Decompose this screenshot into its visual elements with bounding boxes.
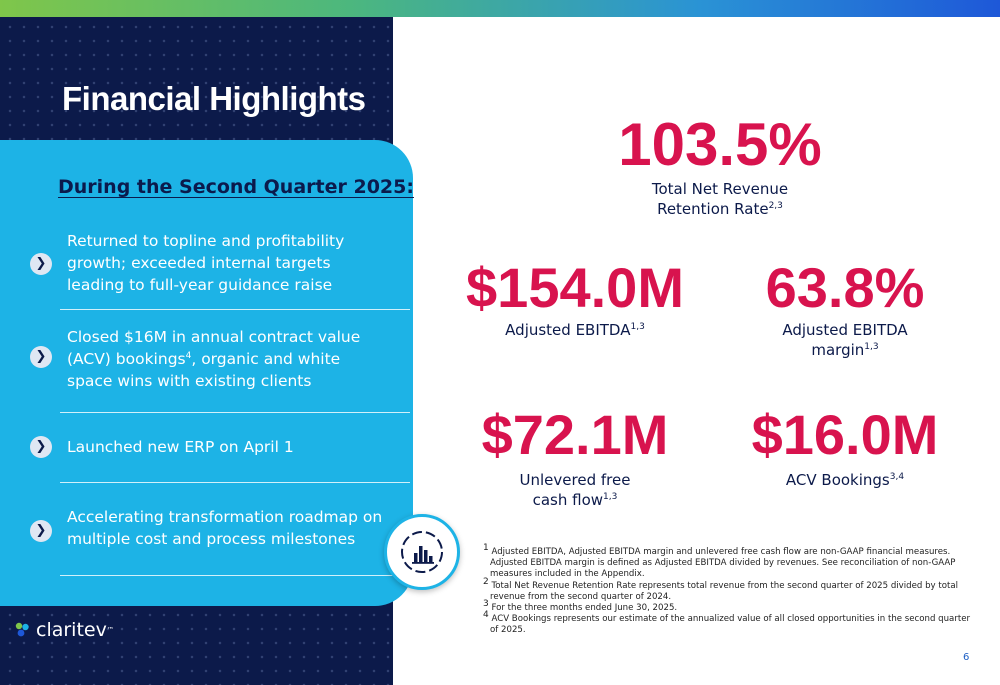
metric-acv-label: ACV Bookings3,4: [765, 470, 925, 490]
card-header: During the Second Quarter 2025:: [58, 176, 414, 198]
footnote-mark: 2: [483, 576, 489, 587]
footnote-ref: 1,3: [864, 342, 879, 352]
highlight-item-4-line-2: multiple cost and process milestones: [67, 530, 356, 548]
divider: [60, 482, 410, 483]
footnote-text: For the three months ended June 30, 2025…: [491, 603, 678, 614]
bar-chart-badge: [384, 514, 460, 590]
metric-margin-label-line-2: margin1,3: [760, 340, 930, 360]
chevron-right-icon: ❯: [30, 520, 52, 542]
footnote-mark: 4: [483, 610, 489, 621]
metric-retention-label-line-2: Retention Rate2,3: [620, 199, 820, 219]
highlight-item-1-line-3: leading to full-year guidance raise: [67, 276, 333, 294]
footnote-mark: 3: [483, 599, 489, 610]
highlight-item-2-text-b: , organic and white: [191, 350, 341, 368]
metric-margin-label: Adjusted EBITDA margin1,3: [760, 320, 930, 360]
metric-retention-value: 103.5%: [618, 111, 822, 178]
highlight-item-3-line-1: Launched new ERP on April 1: [67, 438, 294, 456]
metric-margin-label-line-1: Adjusted EBITDA: [782, 321, 908, 339]
top-gradient-bar: [0, 0, 1000, 17]
footnote-text: ACV Bookings represents our estimate of …: [490, 614, 971, 636]
metric-fcf-value: $72.1M: [481, 403, 669, 466]
claritev-logo-mark-icon: [15, 622, 29, 637]
metric-ebitda-value: $154.0M: [466, 256, 684, 319]
metric-retention-label-text: Retention Rate: [657, 200, 769, 218]
chevron-right-icon: ❯: [30, 346, 52, 368]
highlight-item-4: Accelerating transformation roadmap on m…: [67, 506, 382, 550]
footnote-ref: 1,3: [630, 322, 645, 332]
chevron-right-icon: ❯: [30, 436, 52, 458]
footnote-text: Adjusted EBITDA, Adjusted EBITDA margin …: [490, 547, 956, 580]
metric-margin-label-text: margin: [811, 341, 865, 359]
metric-ebitda-label-line-1: Adjusted EBITDA1,3: [470, 320, 680, 340]
footnote-ref: 4: [185, 350, 192, 361]
metric-margin-value: 63.8%: [765, 256, 925, 319]
metric-ebitda-label-text: Adjusted EBITDA: [505, 321, 631, 339]
highlight-item-1: Returned to topline and profitability gr…: [67, 230, 344, 296]
metric-fcf-label-line-1: Unlevered free: [519, 471, 631, 489]
page-title: Financial Highlights: [62, 80, 366, 117]
metric-ebitda-label: Adjusted EBITDA1,3: [470, 320, 680, 340]
highlight-item-1-line-2: growth; exceeded internal targets: [67, 254, 331, 272]
bar-chart-icon: [401, 531, 443, 573]
footnote-4: 4 ACV Bookings represents our estimate o…: [483, 611, 980, 636]
highlight-item-2-line-2: (ACV) bookings4, organic and white: [67, 348, 360, 370]
divider: [60, 309, 410, 310]
footnote-mark: 1: [483, 543, 489, 554]
metric-acv-label-line-1: ACV Bookings3,4: [765, 470, 925, 490]
footnote-ref: 3,4: [889, 472, 905, 482]
footnote-text: Total Net Revenue Retention Rate represe…: [490, 580, 959, 602]
highlights-card: [0, 140, 413, 606]
metric-retention-label: Total Net Revenue Retention Rate2,3: [620, 179, 820, 219]
highlight-item-1-line-1: Returned to topline and profitability: [67, 232, 345, 250]
footnote-1: 1 Adjusted EBITDA, Adjusted EBITDA margi…: [483, 544, 980, 581]
highlight-item-2: Closed $16M in annual contract value (AC…: [67, 326, 360, 392]
page-number: 6: [963, 652, 970, 663]
metric-acv-label-text: ACV Bookings: [785, 471, 890, 489]
chevron-right-icon: ❯: [30, 253, 52, 275]
divider: [60, 575, 410, 576]
highlight-item-3: Launched new ERP on April 1: [67, 436, 294, 458]
footnote-2: 2 Total Net Revenue Retention Rate repre…: [483, 577, 980, 603]
claritev-logo: claritev ™: [12, 619, 114, 641]
footnote-ref: 1,3: [603, 492, 618, 502]
logo-text: claritev: [36, 619, 107, 641]
highlight-item-2-text-a: (ACV) bookings: [67, 350, 186, 368]
divider: [60, 412, 410, 413]
highlight-item-2-line-3: space wins with existing clients: [67, 372, 312, 390]
footnote-3: 3 For the three months ended June 30, 20…: [483, 600, 980, 614]
footnote-ref: 2,3: [768, 201, 783, 211]
highlight-item-4-line-1: Accelerating transformation roadmap on: [67, 508, 383, 526]
metric-fcf-label: Unlevered free cash flow1,3: [490, 470, 660, 510]
footnotes: 1 Adjusted EBITDA, Adjusted EBITDA margi…: [483, 544, 980, 637]
highlight-item-2-line-1: Closed $16M in annual contract value: [67, 328, 361, 346]
metric-fcf-label-text: cash flow: [532, 491, 604, 509]
metric-acv-value: $16.0M: [751, 403, 939, 466]
metric-fcf-label-line-2: cash flow1,3: [490, 490, 660, 510]
metric-retention-label-line-1: Total Net Revenue: [651, 180, 789, 198]
